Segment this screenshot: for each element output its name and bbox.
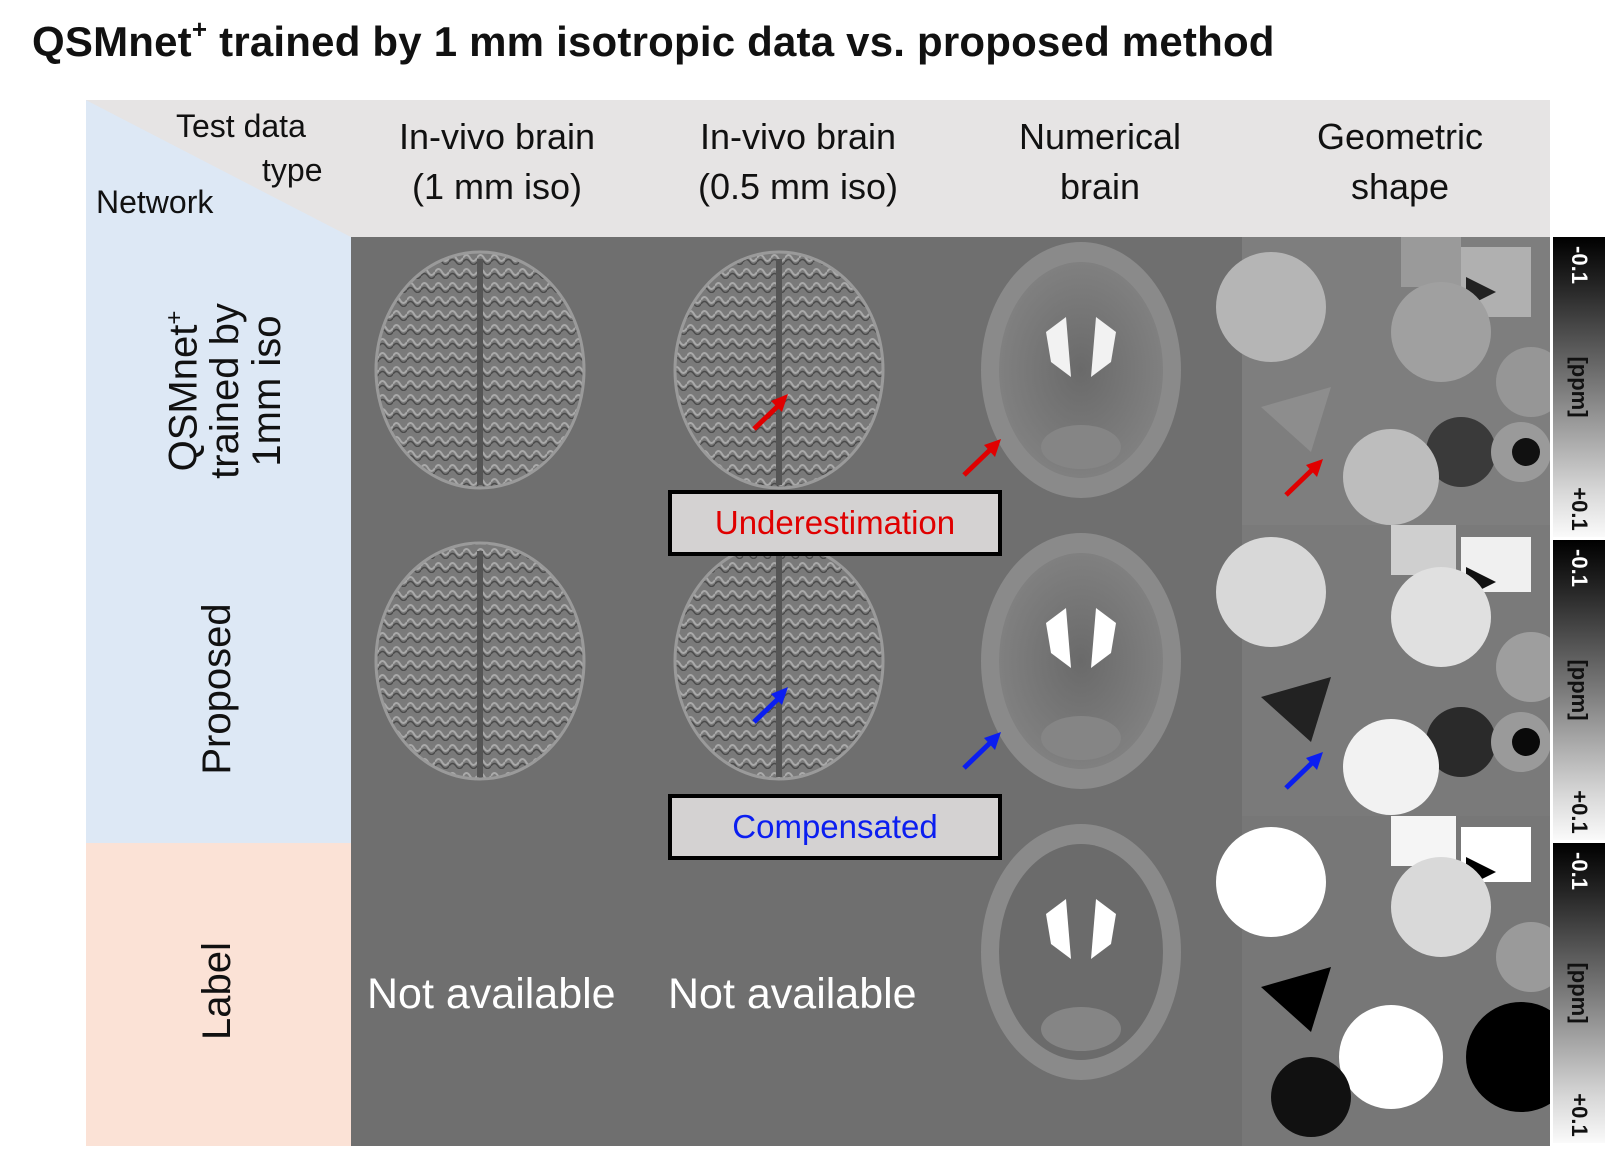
geometric-shape-qsmnet-image: [1216, 237, 1550, 525]
corner-diagonal: [86, 100, 351, 237]
row-band-label: [86, 843, 351, 1146]
blue-arrow-numerical: [962, 732, 1001, 770]
corner-test-data-label: Test data: [176, 108, 306, 144]
blue-arrow-geometric: [1284, 752, 1323, 790]
colorbar-row3: -0.1 [ppm] +0.1: [1553, 843, 1605, 1143]
invivo-1mm-proposed-image: [374, 541, 586, 781]
corner-network-label: Network: [96, 184, 214, 220]
figure-title: QSMnet+ trained by 1 mm isotropic data v…: [32, 14, 1275, 65]
image-panels: [374, 237, 1550, 1146]
numerical-brain-label-image: [981, 824, 1181, 1080]
colorbar-row2: -0.1 [ppm] +0.1: [1553, 540, 1605, 840]
not-available-invivo-05mm: Not available: [668, 970, 917, 1018]
geometric-shape-proposed-image: [1216, 525, 1550, 816]
red-arrow-geometric: [1284, 459, 1323, 497]
column-header-geometric-shape: Geometric shape: [1316, 116, 1484, 207]
red-arrow-invivo: [752, 394, 788, 431]
row-band-networks: [86, 237, 351, 843]
geometric-shape-label-image: [1216, 816, 1550, 1146]
blue-arrow-invivo: [752, 687, 788, 724]
red-arrow-numerical: [962, 439, 1001, 477]
row-label-label: Label: [195, 942, 239, 1040]
row-label-qsmnet: QSMnet+ trained by 1mm iso: [161, 303, 290, 479]
numerical-brain-qsmnet-image: [981, 242, 1181, 498]
not-available-invivo-1mm: Not available: [367, 970, 616, 1018]
column-header-invivo-1mm: In-vivo brain (1 mm iso): [398, 116, 596, 207]
row-label-proposed: Proposed: [195, 603, 239, 775]
underestimation-label: Underestimation: [668, 490, 1002, 556]
column-header-invivo-05mm: In-vivo brain (0.5 mm iso): [697, 116, 899, 207]
invivo-05mm-proposed-image: [673, 541, 885, 781]
invivo-05mm-qsmnet-image: [673, 250, 885, 490]
numerical-brain-proposed-image: [981, 533, 1181, 789]
column-header-numerical-brain: Numerical brain: [1018, 116, 1182, 207]
colorbar-row1: -0.1 [ppm] +0.1: [1553, 237, 1605, 537]
corner-type-label: type: [262, 152, 323, 188]
compensated-label: Compensated: [668, 794, 1002, 860]
invivo-1mm-qsmnet-image: [374, 250, 586, 490]
